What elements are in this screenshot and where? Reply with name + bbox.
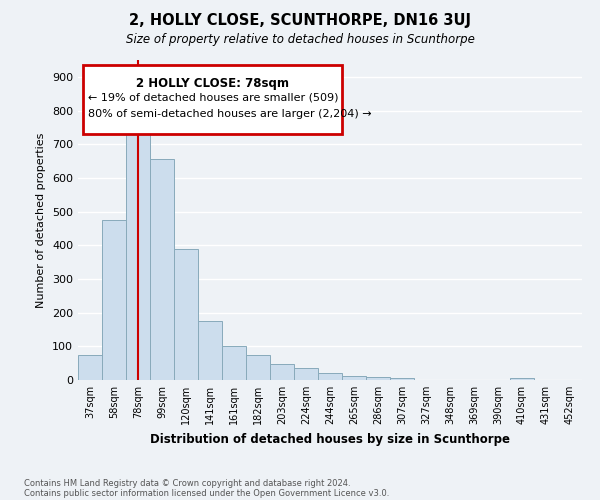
Text: Contains public sector information licensed under the Open Government Licence v3: Contains public sector information licen… (24, 488, 389, 498)
Bar (390, 378, 414, 380)
Bar (78, 354, 102, 380)
Bar (342, 376, 366, 380)
Text: 80% of semi-detached houses are larger (2,204) →: 80% of semi-detached houses are larger (… (88, 109, 371, 119)
Text: 2, HOLLY CLOSE, SCUNTHORPE, DN16 3UJ: 2, HOLLY CLOSE, SCUNTHORPE, DN16 3UJ (129, 12, 471, 28)
X-axis label: Distribution of detached houses by size in Scunthorpe: Distribution of detached houses by size … (150, 432, 510, 446)
Bar (366, 376, 390, 380)
Bar (102, 220, 126, 380)
Bar (270, 364, 294, 380)
Text: Contains HM Land Registry data © Crown copyright and database right 2024.: Contains HM Land Registry data © Crown c… (24, 478, 350, 488)
FancyBboxPatch shape (83, 65, 342, 134)
Bar (318, 374, 342, 380)
Bar (246, 354, 270, 380)
Bar (174, 248, 198, 380)
Bar (510, 378, 534, 380)
Text: Size of property relative to detached houses in Scunthorpe: Size of property relative to detached ho… (125, 32, 475, 46)
Bar (126, 132, 150, 380)
Bar (222, 346, 246, 380)
Bar (150, 160, 174, 380)
Bar (294, 368, 318, 380)
Y-axis label: Number of detached properties: Number of detached properties (37, 132, 46, 308)
Text: 2 HOLLY CLOSE: 78sqm: 2 HOLLY CLOSE: 78sqm (136, 77, 289, 90)
Text: ← 19% of detached houses are smaller (509): ← 19% of detached houses are smaller (50… (88, 92, 338, 102)
Bar (198, 321, 222, 380)
